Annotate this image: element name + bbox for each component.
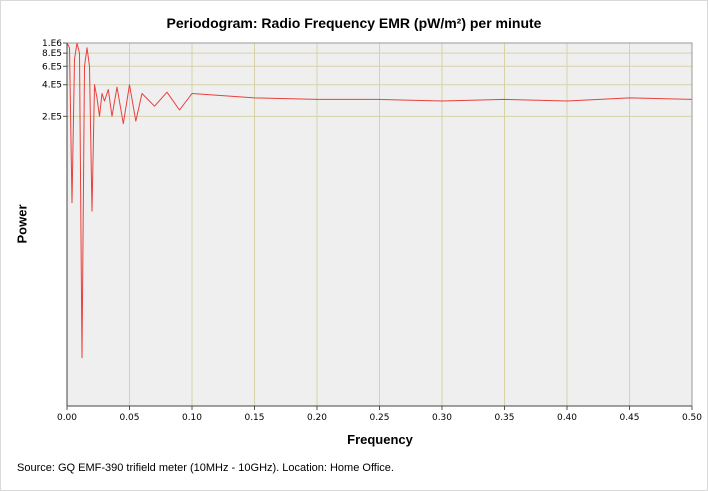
x-tick-label: 0.05 (119, 413, 139, 423)
x-axis-label: Frequency (347, 432, 413, 447)
series-layer (66, 42, 693, 359)
y-tick-label: 8.E5 (42, 49, 62, 59)
x-tick-label: 0.30 (432, 413, 452, 423)
x-tick-label: 0.25 (369, 413, 389, 423)
axes: 0.00 0.05 0.10 0.15 0.20 0.25 0.30 0.35 0.40 0.45… (42, 39, 702, 423)
x-tick-label: 0.20 (307, 413, 327, 423)
y-tick-label: 2.E5 (42, 112, 62, 122)
x-tick-label: 0.10 (182, 413, 202, 423)
y-tick-label: 1.E6 (42, 39, 62, 49)
y-tick-label: 6.E5 (42, 62, 62, 72)
y-tick-label: 4.E5 (42, 81, 62, 91)
x-tick-label: 0.15 (244, 413, 264, 423)
chart-title: Periodogram: Radio Frequency EMR (pW/m²)… (166, 15, 542, 31)
x-tick-label: 0.00 (57, 413, 77, 423)
series-line (66, 42, 693, 359)
source-note: Source: GQ EMF-390 trifield meter (10MHz… (17, 462, 394, 474)
x-tick-label: 0.35 (494, 413, 514, 423)
x-tick-label: 0.50 (682, 413, 702, 423)
x-tick-label: 0.45 (619, 413, 639, 423)
x-tick-label: 0.40 (557, 413, 577, 423)
